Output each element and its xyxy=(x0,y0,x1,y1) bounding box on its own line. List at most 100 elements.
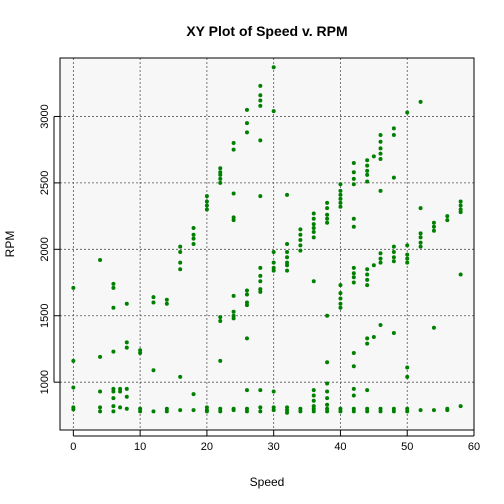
data-point xyxy=(391,331,396,336)
data-point xyxy=(338,196,343,201)
data-point xyxy=(258,138,263,143)
data-point xyxy=(218,319,223,324)
x-tick-label: 10 xyxy=(134,441,146,453)
data-point xyxy=(218,180,223,185)
data-point xyxy=(311,409,316,414)
data-point xyxy=(311,388,316,393)
data-point xyxy=(164,301,169,306)
data-point xyxy=(178,249,183,254)
data-point xyxy=(445,214,450,219)
data-point xyxy=(178,267,183,272)
data-point xyxy=(418,240,423,245)
data-point xyxy=(371,335,376,339)
data-point xyxy=(178,244,183,249)
data-point xyxy=(338,296,343,301)
data-point xyxy=(371,263,376,268)
data-point xyxy=(338,182,343,187)
data-point xyxy=(391,133,396,138)
data-point xyxy=(298,232,303,237)
y-tick-label: 2000 xyxy=(39,237,51,261)
data-point xyxy=(378,251,383,256)
data-point xyxy=(458,199,463,204)
data-point xyxy=(391,244,396,249)
data-point xyxy=(298,409,303,414)
data-point xyxy=(204,199,209,204)
data-point xyxy=(204,203,209,208)
data-point xyxy=(325,402,330,407)
data-point xyxy=(111,409,116,414)
data-point xyxy=(418,235,423,240)
data-point xyxy=(151,409,156,414)
data-point xyxy=(124,386,129,391)
data-point xyxy=(405,365,410,370)
data-point xyxy=(311,235,316,240)
data-point xyxy=(365,267,370,272)
data-point xyxy=(351,160,356,165)
data-point xyxy=(351,393,356,398)
data-point xyxy=(338,305,343,310)
data-point xyxy=(271,249,276,254)
data-point xyxy=(431,228,436,233)
data-point xyxy=(285,268,290,273)
data-point xyxy=(325,200,330,205)
data-point xyxy=(71,407,76,412)
data-point xyxy=(431,220,436,225)
data-point xyxy=(244,292,249,297)
data-point xyxy=(378,151,383,156)
data-point xyxy=(325,220,330,225)
data-point xyxy=(124,345,129,350)
x-tick-label: 0 xyxy=(70,441,76,453)
data-point xyxy=(191,236,196,241)
data-point xyxy=(405,374,410,379)
data-point xyxy=(298,238,303,243)
data-point xyxy=(458,404,463,409)
data-point xyxy=(378,323,383,328)
data-point xyxy=(231,316,236,321)
data-point xyxy=(458,210,463,215)
data-point xyxy=(258,279,263,284)
data-point xyxy=(405,260,410,265)
data-point xyxy=(325,396,330,401)
x-tick-label: 30 xyxy=(268,441,280,453)
data-point xyxy=(244,288,249,293)
data-point xyxy=(178,374,183,379)
data-point xyxy=(338,409,343,414)
data-point xyxy=(271,408,276,413)
y-axis: 1000 1500 2000 2500 3000 xyxy=(39,104,60,394)
data-point xyxy=(365,388,370,393)
data-point xyxy=(111,396,116,401)
data-point xyxy=(151,300,156,305)
data-point xyxy=(298,248,303,253)
data-point xyxy=(191,242,196,246)
data-point xyxy=(391,409,396,414)
data-point xyxy=(311,230,316,235)
data-point xyxy=(271,389,276,394)
data-point xyxy=(244,121,249,126)
data-point xyxy=(98,354,103,359)
data-point xyxy=(124,340,129,345)
data-point xyxy=(405,243,410,248)
data-point xyxy=(298,243,303,248)
data-point xyxy=(311,226,316,231)
data-point xyxy=(258,388,263,393)
data-point xyxy=(258,98,263,103)
data-point xyxy=(338,200,343,205)
data-point xyxy=(258,93,263,98)
data-point xyxy=(271,109,276,114)
data-point xyxy=(271,260,276,265)
data-point xyxy=(338,204,343,209)
data-point xyxy=(218,176,223,181)
data-point xyxy=(204,207,209,212)
data-point xyxy=(98,405,103,410)
data-point xyxy=(191,226,196,231)
data-point xyxy=(164,409,169,414)
data-point xyxy=(378,409,383,414)
data-point xyxy=(418,206,423,211)
data-point xyxy=(378,256,383,261)
data-point xyxy=(98,257,103,262)
data-point xyxy=(351,216,356,221)
plot-panel xyxy=(60,58,474,430)
data-point xyxy=(351,386,356,391)
data-point xyxy=(111,281,116,286)
data-point xyxy=(111,349,116,354)
